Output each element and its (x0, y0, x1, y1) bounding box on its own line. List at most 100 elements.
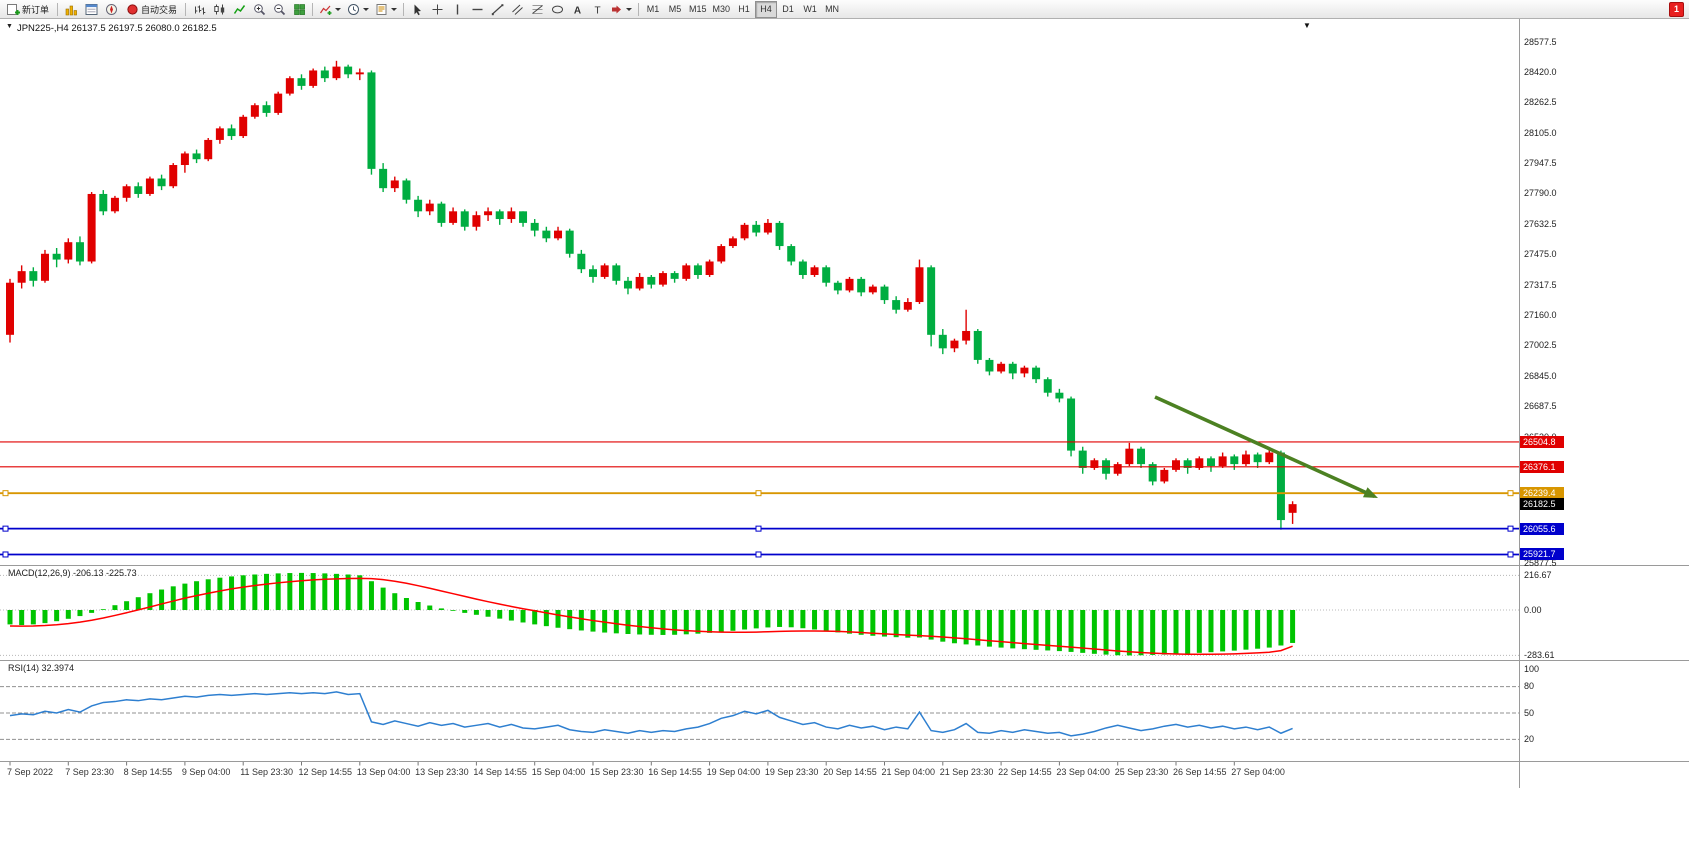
line-handle[interactable] (2, 525, 9, 532)
time-axis-label: 21 Sep 04:00 (881, 767, 936, 777)
timeframe-M15[interactable]: M15 (689, 4, 707, 14)
autotrading-icon (127, 3, 138, 15)
toolbar-separator (185, 2, 187, 16)
shapes-ellipse-icon (551, 5, 563, 13)
panel-separators (0, 19, 1689, 788)
text-button[interactable]: A (567, 1, 587, 18)
timeframe-D1[interactable]: D1 (782, 4, 794, 14)
rsi-axis-label: 100 (1524, 663, 1540, 674)
channel-button[interactable] (507, 1, 527, 18)
timeframe-M1[interactable]: M1 (646, 4, 660, 14)
market-watch-button[interactable] (61, 1, 81, 18)
autotrading-button[interactable]: 自动交易 (121, 1, 182, 18)
line-handle[interactable] (2, 551, 9, 558)
timeframe-MN[interactable]: MN (825, 4, 840, 14)
dropdown-caret-icon (363, 7, 370, 11)
vertical-line-icon (456, 4, 458, 14)
zoom-in-button[interactable] (249, 1, 269, 18)
trendline-button[interactable] (487, 1, 507, 18)
autotrading-label: 自动交易 (141, 4, 178, 15)
indicators-button[interactable] (316, 1, 344, 18)
cursor-icon (414, 4, 421, 15)
horizontal-line-button[interactable] (467, 1, 487, 18)
price-line-badge: 26376.1 (1520, 460, 1564, 473)
price-axis-label: 27632.5 (1524, 218, 1557, 229)
arrows-button[interactable] (607, 1, 635, 18)
price-axis-label: 27790.0 (1524, 188, 1557, 199)
time-axis-label: 13 Sep 04:00 (356, 767, 411, 777)
timeframe-W1[interactable]: W1 (803, 4, 817, 14)
periods-button[interactable] (344, 1, 372, 18)
horizontal-price-lines[interactable] (0, 441, 1519, 558)
symbol-dropdown-icon[interactable]: ▼ (6, 23, 13, 30)
price-axis-label: 26845.0 (1524, 370, 1557, 381)
toolbar-separator (638, 2, 640, 16)
time-axis-label: 16 Sep 14:55 (648, 767, 702, 777)
fibonacci-button[interactable] (527, 1, 547, 18)
time-axis-label: 13 Sep 23:30 (415, 767, 469, 777)
time-axis-label: 20 Sep 14:55 (823, 767, 877, 777)
candlestick-chart-button[interactable] (209, 1, 229, 18)
time-axis-ticks (9, 762, 1235, 766)
chart-title: ▼ JPN225-,H4 26137.5 26197.5 26080.0 261… (6, 23, 217, 34)
time-axis-label: 19 Sep 23:30 (764, 767, 819, 777)
line-handle[interactable] (755, 551, 762, 558)
price-line-badge: 25921.7 (1520, 548, 1564, 561)
line-handle[interactable] (2, 490, 9, 497)
notification-badge[interactable]: 1 (1669, 2, 1684, 17)
price-axis-label: 27317.5 (1524, 279, 1557, 290)
price-axis-label: 27002.5 (1524, 340, 1557, 351)
dropdown-caret-icon (335, 7, 342, 11)
channel-icon (511, 4, 523, 15)
price-axis-label: 27160.0 (1524, 310, 1557, 321)
arrows-icon (612, 5, 622, 13)
timeframe-group: M1 M5 M15 M30 H1 H4 D1 W1 MN (642, 0, 843, 18)
fibonacci-icon (531, 4, 543, 14)
templates-button[interactable] (372, 1, 400, 18)
navigator-button[interactable] (101, 1, 121, 18)
crosshair-button[interactable] (427, 1, 447, 18)
bar-chart-button[interactable] (189, 1, 209, 18)
timeframe-M5[interactable]: M5 (668, 4, 682, 14)
rsi-label: RSI(14) 32.3974 (8, 663, 75, 673)
line-handle[interactable] (1507, 525, 1514, 532)
time-axis-label: 25 Sep 23:30 (1114, 767, 1169, 777)
line-handle[interactable] (1507, 490, 1514, 497)
line-handle[interactable] (755, 525, 762, 532)
price-axis-label: 27947.5 (1524, 158, 1557, 169)
new-order-button[interactable]: 新订单 (2, 1, 54, 18)
zoom-out-button[interactable] (269, 1, 289, 18)
chart-shift-marker[interactable]: ▼ (1303, 21, 1311, 30)
tile-windows-button[interactable] (289, 1, 309, 18)
timeframe-M30[interactable]: M30 (712, 4, 731, 14)
trend-arrow-annotation[interactable] (1154, 395, 1378, 498)
dropdown-caret-icon (391, 7, 398, 11)
svg-text:T: T (594, 5, 600, 16)
text-icon: A (573, 5, 580, 16)
timeframe-H4[interactable]: H4 (755, 0, 778, 18)
price-axis-label: 28420.0 (1524, 66, 1557, 77)
price-axis-label: 27475.0 (1524, 249, 1557, 260)
line-handle[interactable] (755, 490, 762, 497)
line-chart-button[interactable] (229, 1, 249, 18)
price-axis-label: 28577.5 (1524, 36, 1557, 47)
toolbar-separator (312, 2, 314, 16)
data-window-icon (85, 3, 98, 15)
toolbar: 新订单 自动交易 (0, 0, 1689, 19)
timeframe-H1[interactable]: H1 (738, 4, 750, 14)
rsi-panel (0, 686, 1519, 740)
label-button[interactable]: T (587, 1, 607, 18)
data-window-button[interactable] (81, 1, 101, 18)
rsi-axis-label: 20 (1524, 733, 1535, 744)
time-axis-label: 15 Sep 04:00 (531, 767, 586, 777)
time-axis-label: 23 Sep 04:00 (1056, 767, 1110, 777)
market-watch-icon (65, 5, 77, 15)
vertical-line-button[interactable] (447, 1, 467, 18)
macd-axis-label: -283.61 (1524, 649, 1555, 660)
rsi-axis-label: 50 (1524, 707, 1535, 718)
cursor-button[interactable] (407, 1, 427, 18)
line-handle[interactable] (1507, 551, 1514, 558)
macd-label: MACD(12,26,9) -206.13 -225.73 (8, 568, 137, 578)
shapes-button[interactable] (547, 1, 567, 18)
